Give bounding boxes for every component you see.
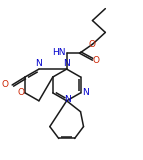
Text: O: O xyxy=(1,80,8,89)
Text: O: O xyxy=(17,88,24,97)
Text: O: O xyxy=(93,56,100,65)
Text: N: N xyxy=(64,95,71,104)
Text: N: N xyxy=(63,59,70,68)
Text: HN: HN xyxy=(52,48,66,57)
Text: N: N xyxy=(83,88,89,97)
Text: N: N xyxy=(36,59,42,68)
Text: O: O xyxy=(89,40,96,49)
